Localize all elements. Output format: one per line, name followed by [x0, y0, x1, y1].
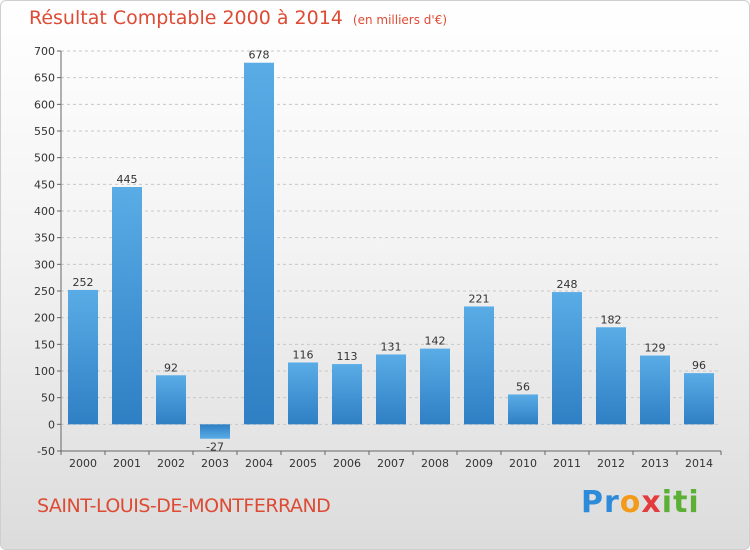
- data-label: 221: [469, 292, 490, 305]
- x-tick-label: 2013: [641, 457, 669, 470]
- data-label: 116: [293, 348, 314, 361]
- data-label: 445: [117, 173, 138, 186]
- proxiti-logo: Proxiti: [581, 485, 700, 520]
- x-tick-label: 2006: [333, 457, 361, 470]
- data-label: 248: [557, 278, 578, 291]
- chart-title-main: Résultat Comptable 2000 à 2014: [29, 7, 343, 29]
- y-tick-label: 400: [34, 205, 55, 218]
- y-tick-label: 100: [34, 365, 55, 378]
- bar: [552, 292, 582, 425]
- x-tick-label: 2000: [69, 457, 97, 470]
- bar: [112, 187, 142, 425]
- x-tick-label: 2010: [509, 457, 537, 470]
- data-label: 252: [73, 276, 94, 289]
- data-label: 131: [381, 340, 402, 353]
- bar: [288, 362, 318, 425]
- y-tick-label: 300: [34, 258, 55, 271]
- bar: [332, 364, 362, 425]
- town-name: SAINT-LOUIS-DE-MONTFERRAND: [37, 495, 331, 517]
- x-tick-label: 2004: [245, 457, 273, 470]
- x-tick-label: 2001: [113, 457, 141, 470]
- bar: [420, 348, 450, 425]
- x-tick-label: 2007: [377, 457, 405, 470]
- x-tick-labels: 2000 2001 2002 2003 2004 2005 2006 2007 2008 2009…: [69, 457, 713, 470]
- y-tick-label: 450: [34, 178, 55, 191]
- data-label: 678: [249, 49, 270, 62]
- y-tick-label: 200: [34, 312, 55, 325]
- bar: [376, 354, 406, 425]
- chart-title: Résultat Comptable 2000 à 2014 (en millie…: [29, 7, 447, 29]
- bar: [68, 289, 98, 425]
- y-tick-label: 600: [34, 98, 55, 111]
- axes: [57, 50, 722, 455]
- y-tick-label: 500: [34, 152, 55, 165]
- bar: [464, 306, 494, 425]
- data-label: 142: [425, 335, 446, 348]
- x-tick-label: 2012: [597, 457, 625, 470]
- y-tick-label: 50: [41, 392, 55, 405]
- data-label: 92: [164, 361, 178, 374]
- y-tick-label: -50: [37, 445, 55, 458]
- bar: [156, 375, 186, 425]
- bar: [200, 424, 230, 439]
- x-tick-label: 2002: [157, 457, 185, 470]
- y-tick-label: 650: [34, 72, 55, 85]
- y-tick-labels: -50 0 50 100 150 200 250 300 350 400 450 500 550 600 6…: [34, 45, 55, 458]
- x-tick-label: 2003: [201, 457, 229, 470]
- x-tick-label: 2005: [289, 457, 317, 470]
- chart-title-unit: (en milliers d'€): [352, 13, 448, 27]
- x-tick-label: 2014: [685, 457, 713, 470]
- data-label: -27: [206, 441, 224, 454]
- bar: [244, 62, 274, 425]
- bar: [596, 327, 626, 425]
- y-tick-label: 550: [34, 125, 55, 138]
- bar: [640, 355, 670, 425]
- data-label: 129: [645, 342, 666, 355]
- data-label: 56: [516, 380, 530, 393]
- data-label: 96: [692, 359, 706, 372]
- bar: [684, 373, 714, 425]
- data-labels: 252 445 92 -27 678 116 113 131 142 221 56 248 182 129…: [73, 49, 707, 454]
- bar: [508, 394, 538, 425]
- data-label: 182: [601, 313, 622, 326]
- y-tick-label: 350: [34, 232, 55, 245]
- x-tick-label: 2011: [553, 457, 581, 470]
- y-tick-label: 0: [48, 418, 55, 431]
- y-tick-label: 150: [34, 338, 55, 351]
- y-tick-label: 250: [34, 285, 55, 298]
- data-label: 113: [337, 350, 358, 363]
- x-tick-label: 2009: [465, 457, 493, 470]
- y-tick-label: 700: [34, 45, 55, 58]
- bars: [68, 62, 714, 439]
- x-tick-label: 2008: [421, 457, 449, 470]
